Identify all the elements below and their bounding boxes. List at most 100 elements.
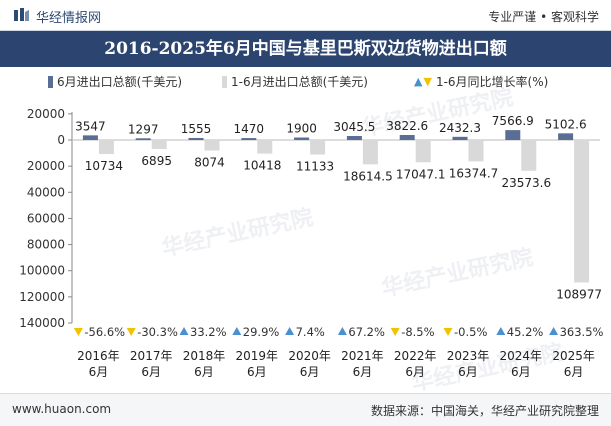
x-tick-label: 2018年: [183, 349, 226, 363]
growth-up-marker: [549, 327, 559, 335]
growth-down-marker: [390, 328, 400, 336]
bar-june: [188, 137, 204, 140]
x-tick-label: 2019年: [236, 349, 279, 363]
x-tick-label: 6月: [247, 365, 267, 379]
title-bar: 2016-2025年6月中国与基里巴斯双边货物进出口额: [0, 31, 611, 67]
bar-june: [135, 138, 151, 140]
growth-label: -30.3%: [137, 325, 178, 339]
down-triangle-icon: ▼: [423, 75, 432, 88]
growth-up-marker: [496, 327, 506, 335]
y-tick-label: 100000: [19, 264, 65, 278]
x-tick-label: 6月: [353, 365, 373, 379]
data-label-ytd: 10734: [85, 159, 123, 173]
data-label-ytd: 8074: [194, 156, 225, 170]
y-tick-label: 20000: [27, 107, 65, 121]
y-tick-label: 140000: [19, 316, 65, 330]
growth-label: 7.4%: [296, 325, 325, 339]
data-label-june: 3822.6: [386, 119, 428, 133]
data-label-june: 1900: [286, 122, 317, 136]
growth-label: 45.2%: [507, 325, 544, 339]
growth-up-marker: [337, 327, 347, 335]
data-label-ytd: 6895: [141, 154, 172, 168]
x-tick-label: 2024年: [500, 349, 543, 363]
chart-plot: 20000 0 20000 40000 60000 80000 100000 120000 14…: [19, 107, 604, 379]
data-label-ytd: 23573.6: [501, 176, 551, 190]
data-label-june: 3547: [75, 119, 106, 133]
legend-swatch-june: [48, 75, 53, 88]
growth-label: 363.5%: [560, 325, 604, 339]
x-tick-label: 6月: [511, 365, 531, 379]
growth-up-marker: [285, 327, 295, 335]
x-tick-label: 6月: [564, 365, 584, 379]
x-tick-label: 6月: [405, 365, 425, 379]
data-label-june: 1470: [234, 122, 265, 136]
growth-label: 33.2%: [190, 325, 227, 339]
growth-down-marker: [73, 328, 83, 336]
data-label-june: 7566.9: [492, 114, 534, 128]
website-url[interactable]: www.huaon.com: [12, 402, 112, 416]
data-label-june: 2432.3: [439, 121, 481, 135]
growth-up-marker: [232, 327, 242, 335]
x-tick-label: 6月: [89, 365, 109, 379]
growth-label: 67.2%: [348, 325, 385, 339]
bar-ytd: [204, 140, 220, 151]
bar-june: [399, 135, 415, 140]
growth-label: 29.9%: [243, 325, 280, 339]
data-label-ytd: 17047.1: [396, 167, 446, 181]
x-tick-label: 2016年: [77, 349, 120, 363]
y-tick-label: 60000: [27, 211, 65, 225]
data-label-ytd: 16374.7: [449, 166, 499, 180]
bar-ytd: [310, 140, 326, 155]
bar-june: [241, 138, 257, 140]
bar-ytd: [362, 140, 378, 165]
x-tick-label: 2022年: [394, 349, 437, 363]
growth-down-marker: [126, 328, 136, 336]
x-tick-label: 6月: [141, 365, 161, 379]
chart-legend: 6月进出口总额(千美元) 1-6月进出口总额(千美元) ▲ ▼ 1-6月同比增长…: [0, 73, 611, 91]
legend-swatch-ytd: [222, 75, 227, 88]
bar-ytd: [98, 140, 114, 155]
data-label-ytd: 11133: [296, 160, 334, 174]
chart-title: 2016-2025年6月中国与基里巴斯双边货物进出口额: [104, 39, 507, 59]
bar-june: [452, 136, 468, 140]
bar-ytd: [151, 140, 167, 150]
data-label-june: 5102.6: [545, 117, 587, 131]
y-tick-label: 80000: [27, 238, 65, 252]
x-tick-label: 6月: [458, 365, 478, 379]
y-tick-label: 20000: [27, 159, 65, 173]
bar-ytd: [468, 140, 484, 162]
data-label-ytd: 18614.5: [343, 169, 393, 183]
growth-up-marker: [179, 327, 189, 335]
legend-label-ytd: 1-6月进出口总额(千美元): [231, 75, 368, 89]
x-tick-label: 2017年: [130, 349, 173, 363]
x-tick-label: 6月: [194, 365, 214, 379]
x-tick-label: 2021年: [341, 349, 384, 363]
x-tick-label: 2023年: [447, 349, 490, 363]
data-label-june: 3045.5: [333, 120, 375, 134]
legend-label-june: 6月进出口总额(千美元): [57, 75, 182, 89]
bar-ytd: [521, 140, 537, 171]
x-tick-label: 2025年: [552, 349, 595, 363]
bar-ytd: [415, 140, 431, 163]
y-tick-label: 0: [57, 133, 65, 147]
bar-june: [294, 137, 310, 140]
slogan: 专业严谨 • 客观科学: [488, 10, 599, 24]
brand-logo-icon: [14, 8, 29, 21]
data-source: 数据来源：中国海关，华经产业研究院整理: [370, 404, 599, 418]
data-label-june: 1297: [128, 122, 159, 136]
legend-item-growth: ▲ ▼ 1-6月同比增长率(%): [414, 73, 548, 90]
data-label-ytd: 108977: [556, 287, 602, 301]
bar-june: [558, 133, 574, 140]
up-triangle-icon: ▲: [414, 75, 423, 88]
bar-june: [505, 130, 521, 140]
growth-label: -56.6%: [84, 325, 125, 339]
x-tick-label: 2020年: [288, 349, 331, 363]
bar-june: [346, 136, 362, 140]
legend-label-growth: 1-6月同比增长率(%): [435, 75, 549, 89]
bar-ytd: [574, 140, 590, 283]
y-tick-label: 120000: [19, 290, 65, 304]
legend-item-june: 6月进出口总额(千美元): [48, 73, 182, 90]
x-tick-label: 6月: [300, 365, 320, 379]
top-bar: 华经情报网 专业严谨 • 客观科学: [0, 0, 611, 31]
brand-name: 华经情报网: [36, 11, 102, 26]
